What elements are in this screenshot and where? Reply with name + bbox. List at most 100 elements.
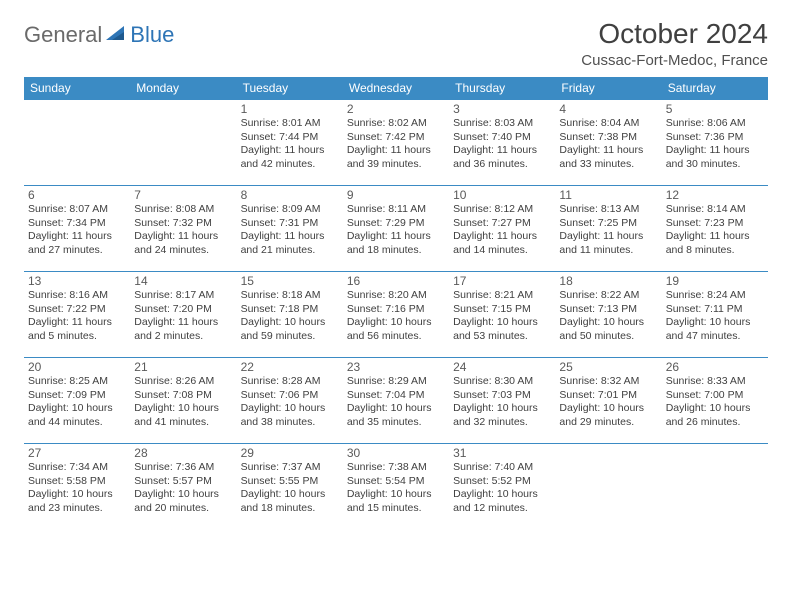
day-number: 26 — [666, 360, 764, 374]
day-header-tuesday: Tuesday — [237, 77, 343, 100]
day-info: Sunrise: 7:36 AMSunset: 5:57 PMDaylight:… — [134, 461, 232, 516]
day-number: 31 — [453, 446, 551, 460]
logo-triangle-icon — [106, 24, 128, 47]
week-row: 13Sunrise: 8:16 AMSunset: 7:22 PMDayligh… — [24, 272, 768, 358]
day-number: 19 — [666, 274, 764, 288]
day-info: Sunrise: 8:16 AMSunset: 7:22 PMDaylight:… — [28, 289, 126, 344]
day-info: Sunrise: 8:11 AMSunset: 7:29 PMDaylight:… — [347, 203, 445, 258]
day-info: Sunrise: 7:38 AMSunset: 5:54 PMDaylight:… — [347, 461, 445, 516]
day-cell: 22Sunrise: 8:28 AMSunset: 7:06 PMDayligh… — [237, 358, 343, 444]
day-number: 8 — [241, 188, 339, 202]
week-row: 27Sunrise: 7:34 AMSunset: 5:58 PMDayligh… — [24, 444, 768, 530]
day-info: Sunrise: 8:22 AMSunset: 7:13 PMDaylight:… — [559, 289, 657, 344]
day-header-saturday: Saturday — [662, 77, 768, 100]
day-cell: 27Sunrise: 7:34 AMSunset: 5:58 PMDayligh… — [24, 444, 130, 530]
day-header-thursday: Thursday — [449, 77, 555, 100]
day-info: Sunrise: 8:02 AMSunset: 7:42 PMDaylight:… — [347, 117, 445, 172]
day-number: 11 — [559, 188, 657, 202]
day-cell: 7Sunrise: 8:08 AMSunset: 7:32 PMDaylight… — [130, 186, 236, 272]
day-cell: 28Sunrise: 7:36 AMSunset: 5:57 PMDayligh… — [130, 444, 236, 530]
day-number: 14 — [134, 274, 232, 288]
title-block: October 2024 Cussac-Fort-Medoc, France — [581, 18, 768, 69]
day-cell: 11Sunrise: 8:13 AMSunset: 7:25 PMDayligh… — [555, 186, 661, 272]
day-cell — [662, 444, 768, 530]
day-cell: 3Sunrise: 8:03 AMSunset: 7:40 PMDaylight… — [449, 100, 555, 186]
day-cell: 1Sunrise: 8:01 AMSunset: 7:44 PMDaylight… — [237, 100, 343, 186]
day-number: 28 — [134, 446, 232, 460]
day-info: Sunrise: 8:14 AMSunset: 7:23 PMDaylight:… — [666, 203, 764, 258]
day-number: 20 — [28, 360, 126, 374]
month-title: October 2024 — [581, 18, 768, 50]
day-number: 10 — [453, 188, 551, 202]
day-number: 3 — [453, 102, 551, 116]
day-header-monday: Monday — [130, 77, 236, 100]
day-cell: 15Sunrise: 8:18 AMSunset: 7:18 PMDayligh… — [237, 272, 343, 358]
day-number: 15 — [241, 274, 339, 288]
week-row: 1Sunrise: 8:01 AMSunset: 7:44 PMDaylight… — [24, 100, 768, 186]
day-cell: 23Sunrise: 8:29 AMSunset: 7:04 PMDayligh… — [343, 358, 449, 444]
day-cell: 10Sunrise: 8:12 AMSunset: 7:27 PMDayligh… — [449, 186, 555, 272]
week-row: 20Sunrise: 8:25 AMSunset: 7:09 PMDayligh… — [24, 358, 768, 444]
day-cell: 9Sunrise: 8:11 AMSunset: 7:29 PMDaylight… — [343, 186, 449, 272]
day-cell: 25Sunrise: 8:32 AMSunset: 7:01 PMDayligh… — [555, 358, 661, 444]
day-cell: 8Sunrise: 8:09 AMSunset: 7:31 PMDaylight… — [237, 186, 343, 272]
day-number: 21 — [134, 360, 232, 374]
day-number: 30 — [347, 446, 445, 460]
day-number: 16 — [347, 274, 445, 288]
day-cell: 13Sunrise: 8:16 AMSunset: 7:22 PMDayligh… — [24, 272, 130, 358]
day-info: Sunrise: 8:08 AMSunset: 7:32 PMDaylight:… — [134, 203, 232, 258]
day-number: 27 — [28, 446, 126, 460]
day-cell: 2Sunrise: 8:02 AMSunset: 7:42 PMDaylight… — [343, 100, 449, 186]
day-header-sunday: Sunday — [24, 77, 130, 100]
day-header-wednesday: Wednesday — [343, 77, 449, 100]
day-cell: 18Sunrise: 8:22 AMSunset: 7:13 PMDayligh… — [555, 272, 661, 358]
day-info: Sunrise: 8:17 AMSunset: 7:20 PMDaylight:… — [134, 289, 232, 344]
day-header-friday: Friday — [555, 77, 661, 100]
day-cell: 14Sunrise: 8:17 AMSunset: 7:20 PMDayligh… — [130, 272, 236, 358]
day-info: Sunrise: 8:09 AMSunset: 7:31 PMDaylight:… — [241, 203, 339, 258]
day-cell: 24Sunrise: 8:30 AMSunset: 7:03 PMDayligh… — [449, 358, 555, 444]
day-number: 7 — [134, 188, 232, 202]
day-number: 9 — [347, 188, 445, 202]
day-info: Sunrise: 8:25 AMSunset: 7:09 PMDaylight:… — [28, 375, 126, 430]
day-cell: 16Sunrise: 8:20 AMSunset: 7:16 PMDayligh… — [343, 272, 449, 358]
day-info: Sunrise: 7:34 AMSunset: 5:58 PMDaylight:… — [28, 461, 126, 516]
day-info: Sunrise: 8:33 AMSunset: 7:00 PMDaylight:… — [666, 375, 764, 430]
logo-text-blue: Blue — [130, 22, 174, 48]
calendar-table: SundayMondayTuesdayWednesdayThursdayFrid… — [24, 77, 768, 530]
day-cell: 20Sunrise: 8:25 AMSunset: 7:09 PMDayligh… — [24, 358, 130, 444]
day-cell: 5Sunrise: 8:06 AMSunset: 7:36 PMDaylight… — [662, 100, 768, 186]
day-cell: 17Sunrise: 8:21 AMSunset: 7:15 PMDayligh… — [449, 272, 555, 358]
logo: General Blue — [24, 22, 174, 48]
day-number: 29 — [241, 446, 339, 460]
day-cell: 31Sunrise: 7:40 AMSunset: 5:52 PMDayligh… — [449, 444, 555, 530]
day-number: 23 — [347, 360, 445, 374]
day-header-row: SundayMondayTuesdayWednesdayThursdayFrid… — [24, 77, 768, 100]
day-info: Sunrise: 8:07 AMSunset: 7:34 PMDaylight:… — [28, 203, 126, 258]
day-info: Sunrise: 8:03 AMSunset: 7:40 PMDaylight:… — [453, 117, 551, 172]
day-info: Sunrise: 8:21 AMSunset: 7:15 PMDaylight:… — [453, 289, 551, 344]
day-number: 1 — [241, 102, 339, 116]
day-cell — [24, 100, 130, 186]
day-cell: 19Sunrise: 8:24 AMSunset: 7:11 PMDayligh… — [662, 272, 768, 358]
week-row: 6Sunrise: 8:07 AMSunset: 7:34 PMDaylight… — [24, 186, 768, 272]
location: Cussac-Fort-Medoc, France — [581, 52, 768, 69]
day-number: 6 — [28, 188, 126, 202]
day-info: Sunrise: 8:12 AMSunset: 7:27 PMDaylight:… — [453, 203, 551, 258]
header: General Blue October 2024 Cussac-Fort-Me… — [24, 18, 768, 69]
day-info: Sunrise: 8:20 AMSunset: 7:16 PMDaylight:… — [347, 289, 445, 344]
day-number: 18 — [559, 274, 657, 288]
day-number: 25 — [559, 360, 657, 374]
day-info: Sunrise: 8:32 AMSunset: 7:01 PMDaylight:… — [559, 375, 657, 430]
day-number: 12 — [666, 188, 764, 202]
day-info: Sunrise: 8:01 AMSunset: 7:44 PMDaylight:… — [241, 117, 339, 172]
day-cell: 30Sunrise: 7:38 AMSunset: 5:54 PMDayligh… — [343, 444, 449, 530]
day-info: Sunrise: 8:28 AMSunset: 7:06 PMDaylight:… — [241, 375, 339, 430]
day-info: Sunrise: 8:24 AMSunset: 7:11 PMDaylight:… — [666, 289, 764, 344]
day-number: 13 — [28, 274, 126, 288]
day-number: 2 — [347, 102, 445, 116]
day-info: Sunrise: 8:04 AMSunset: 7:38 PMDaylight:… — [559, 117, 657, 172]
logo-text-general: General — [24, 22, 102, 48]
calendar-body: 1Sunrise: 8:01 AMSunset: 7:44 PMDaylight… — [24, 100, 768, 530]
day-number: 4 — [559, 102, 657, 116]
